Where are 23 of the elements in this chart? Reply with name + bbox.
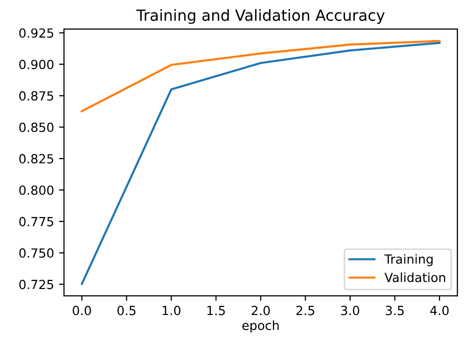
x-tick-label: 0.5	[117, 306, 136, 316]
legend-label: Training	[384, 254, 433, 266]
x-tick-label: 4.0	[430, 306, 449, 316]
x-tick-label: 3.5	[386, 306, 404, 316]
y-tick-label: 0.875	[19, 91, 54, 101]
y-tick-label: 0.850	[19, 122, 54, 132]
y-tick-label: 0.725	[19, 280, 54, 290]
x-tick-label: 3.0	[341, 306, 360, 316]
y-tick-label: 0.925	[19, 28, 54, 38]
x-tick-label: 1.5	[207, 306, 225, 316]
x-tick-label: 2.5	[296, 306, 314, 316]
x-axis-title: epoch	[242, 320, 279, 333]
y-tick-label: 0.750	[19, 248, 54, 258]
chart-title: Training and Validation Accuracy	[136, 9, 385, 24]
y-tick-label: 0.800	[19, 185, 54, 195]
x-tick-label: 0.0	[72, 306, 91, 316]
y-tick-label: 0.825	[19, 154, 54, 164]
y-tick-label: 0.775	[19, 216, 54, 226]
line-series	[80, 40, 441, 112]
x-tick-label: 1.0	[162, 306, 180, 316]
legend-label: Validation	[384, 272, 446, 282]
x-tick-label: 2.0	[252, 306, 270, 316]
y-tick-label: 0.900	[19, 60, 54, 70]
